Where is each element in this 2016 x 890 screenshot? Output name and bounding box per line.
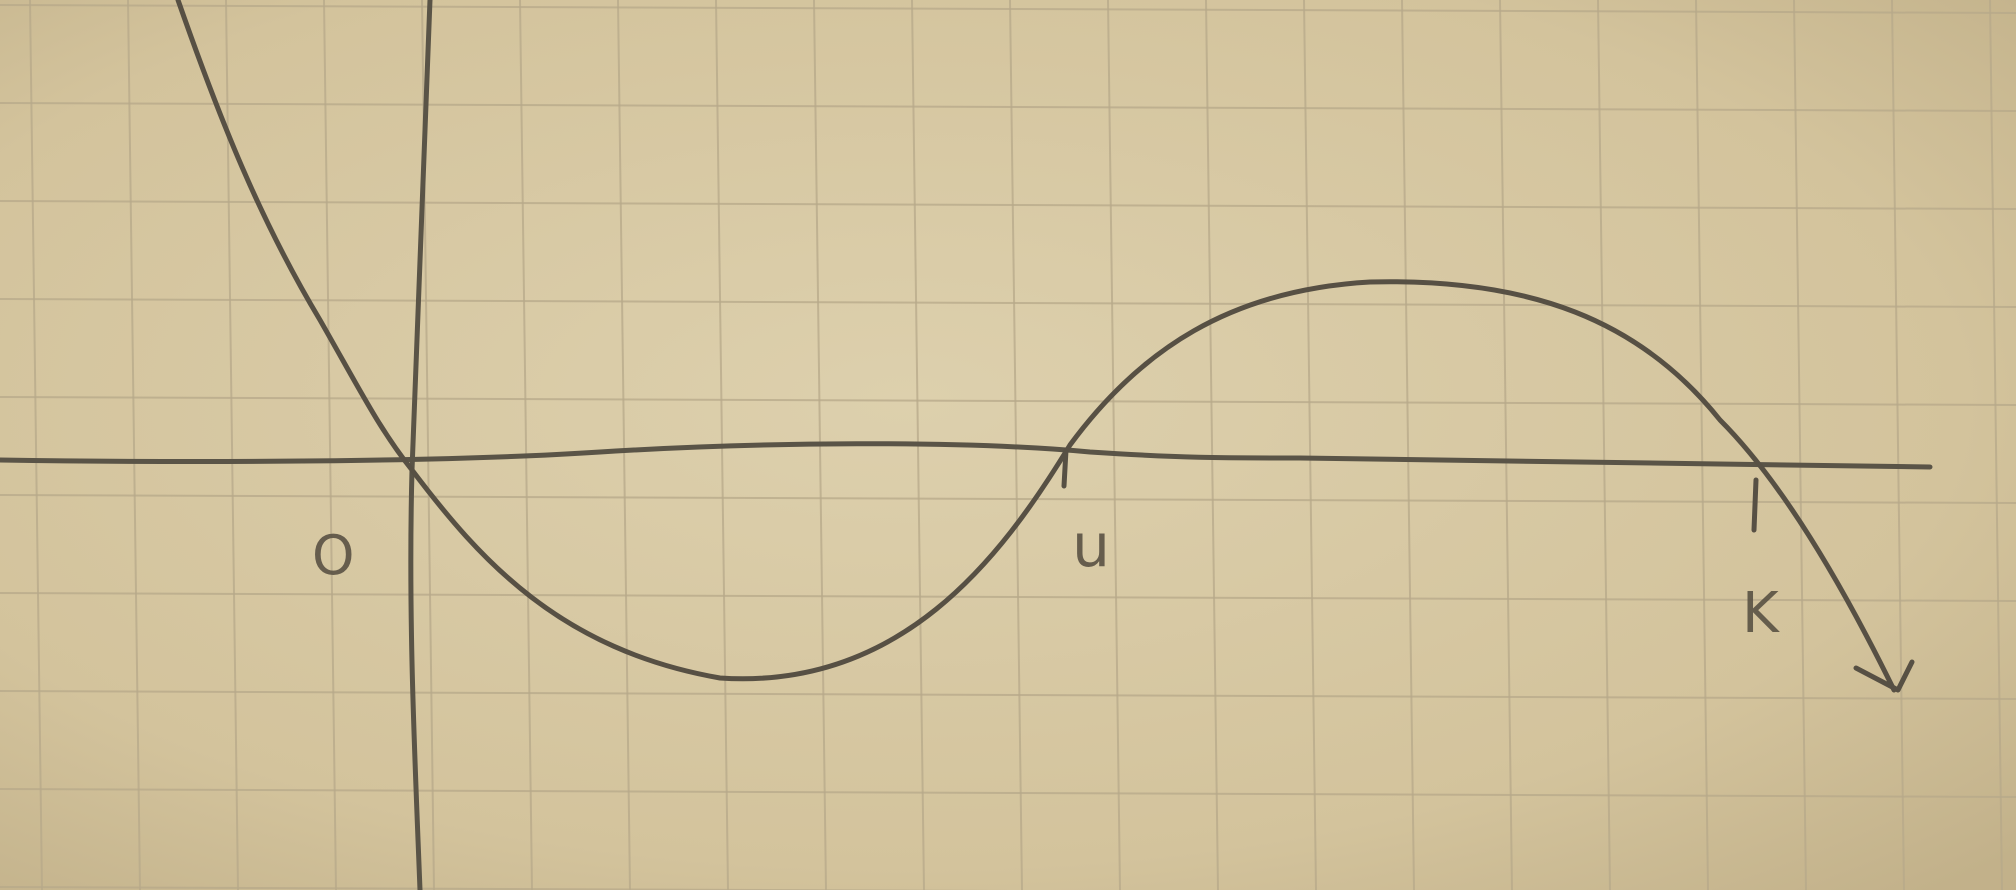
arrow-head-icon — [1853, 659, 1915, 693]
grid-vertical-line — [1401, 0, 1415, 890]
function-curve — [175, 0, 1897, 693]
grid-vertical-line — [1499, 0, 1513, 890]
grid-vertical-line — [127, 0, 141, 890]
grid-vertical-line — [1303, 0, 1317, 890]
grid-vertical-line — [1205, 0, 1219, 890]
grid-vertical-line — [29, 0, 43, 890]
grid-horizontal-line — [0, 396, 2016, 406]
grid-horizontal-line — [0, 592, 2016, 602]
grid-vertical-line — [1695, 0, 1709, 890]
grid-horizontal-line — [0, 788, 2016, 798]
x-axis — [0, 441, 1933, 470]
point-k-label: K — [1742, 581, 1780, 646]
grid-horizontal-line — [0, 886, 1009, 890]
grid-vertical-line — [323, 0, 337, 890]
grid-vertical-line — [617, 0, 631, 890]
grid-vertical-line — [1107, 0, 1121, 890]
grid-horizontal-line — [0, 298, 2016, 308]
grid-vertical-line — [1989, 0, 2003, 890]
grid-vertical-line — [1597, 0, 1611, 890]
grid-horizontal-line — [0, 102, 2016, 112]
point-u-label: u — [1072, 511, 1110, 581]
tick-mark-u — [1061, 447, 1069, 489]
tick-mark-k — [1751, 477, 1759, 533]
grid-vertical-line — [519, 0, 533, 890]
grid-vertical-line — [1891, 0, 1905, 890]
grid-vertical-line — [1793, 0, 1807, 890]
grid-horizontal-line — [0, 4, 2016, 14]
grid-horizontal-line — [0, 200, 2016, 210]
grid-horizontal-line — [0, 494, 2016, 504]
origin-label: O — [312, 524, 355, 587]
grid-vertical-line — [225, 0, 239, 890]
grid-horizontal-line — [0, 690, 2016, 700]
